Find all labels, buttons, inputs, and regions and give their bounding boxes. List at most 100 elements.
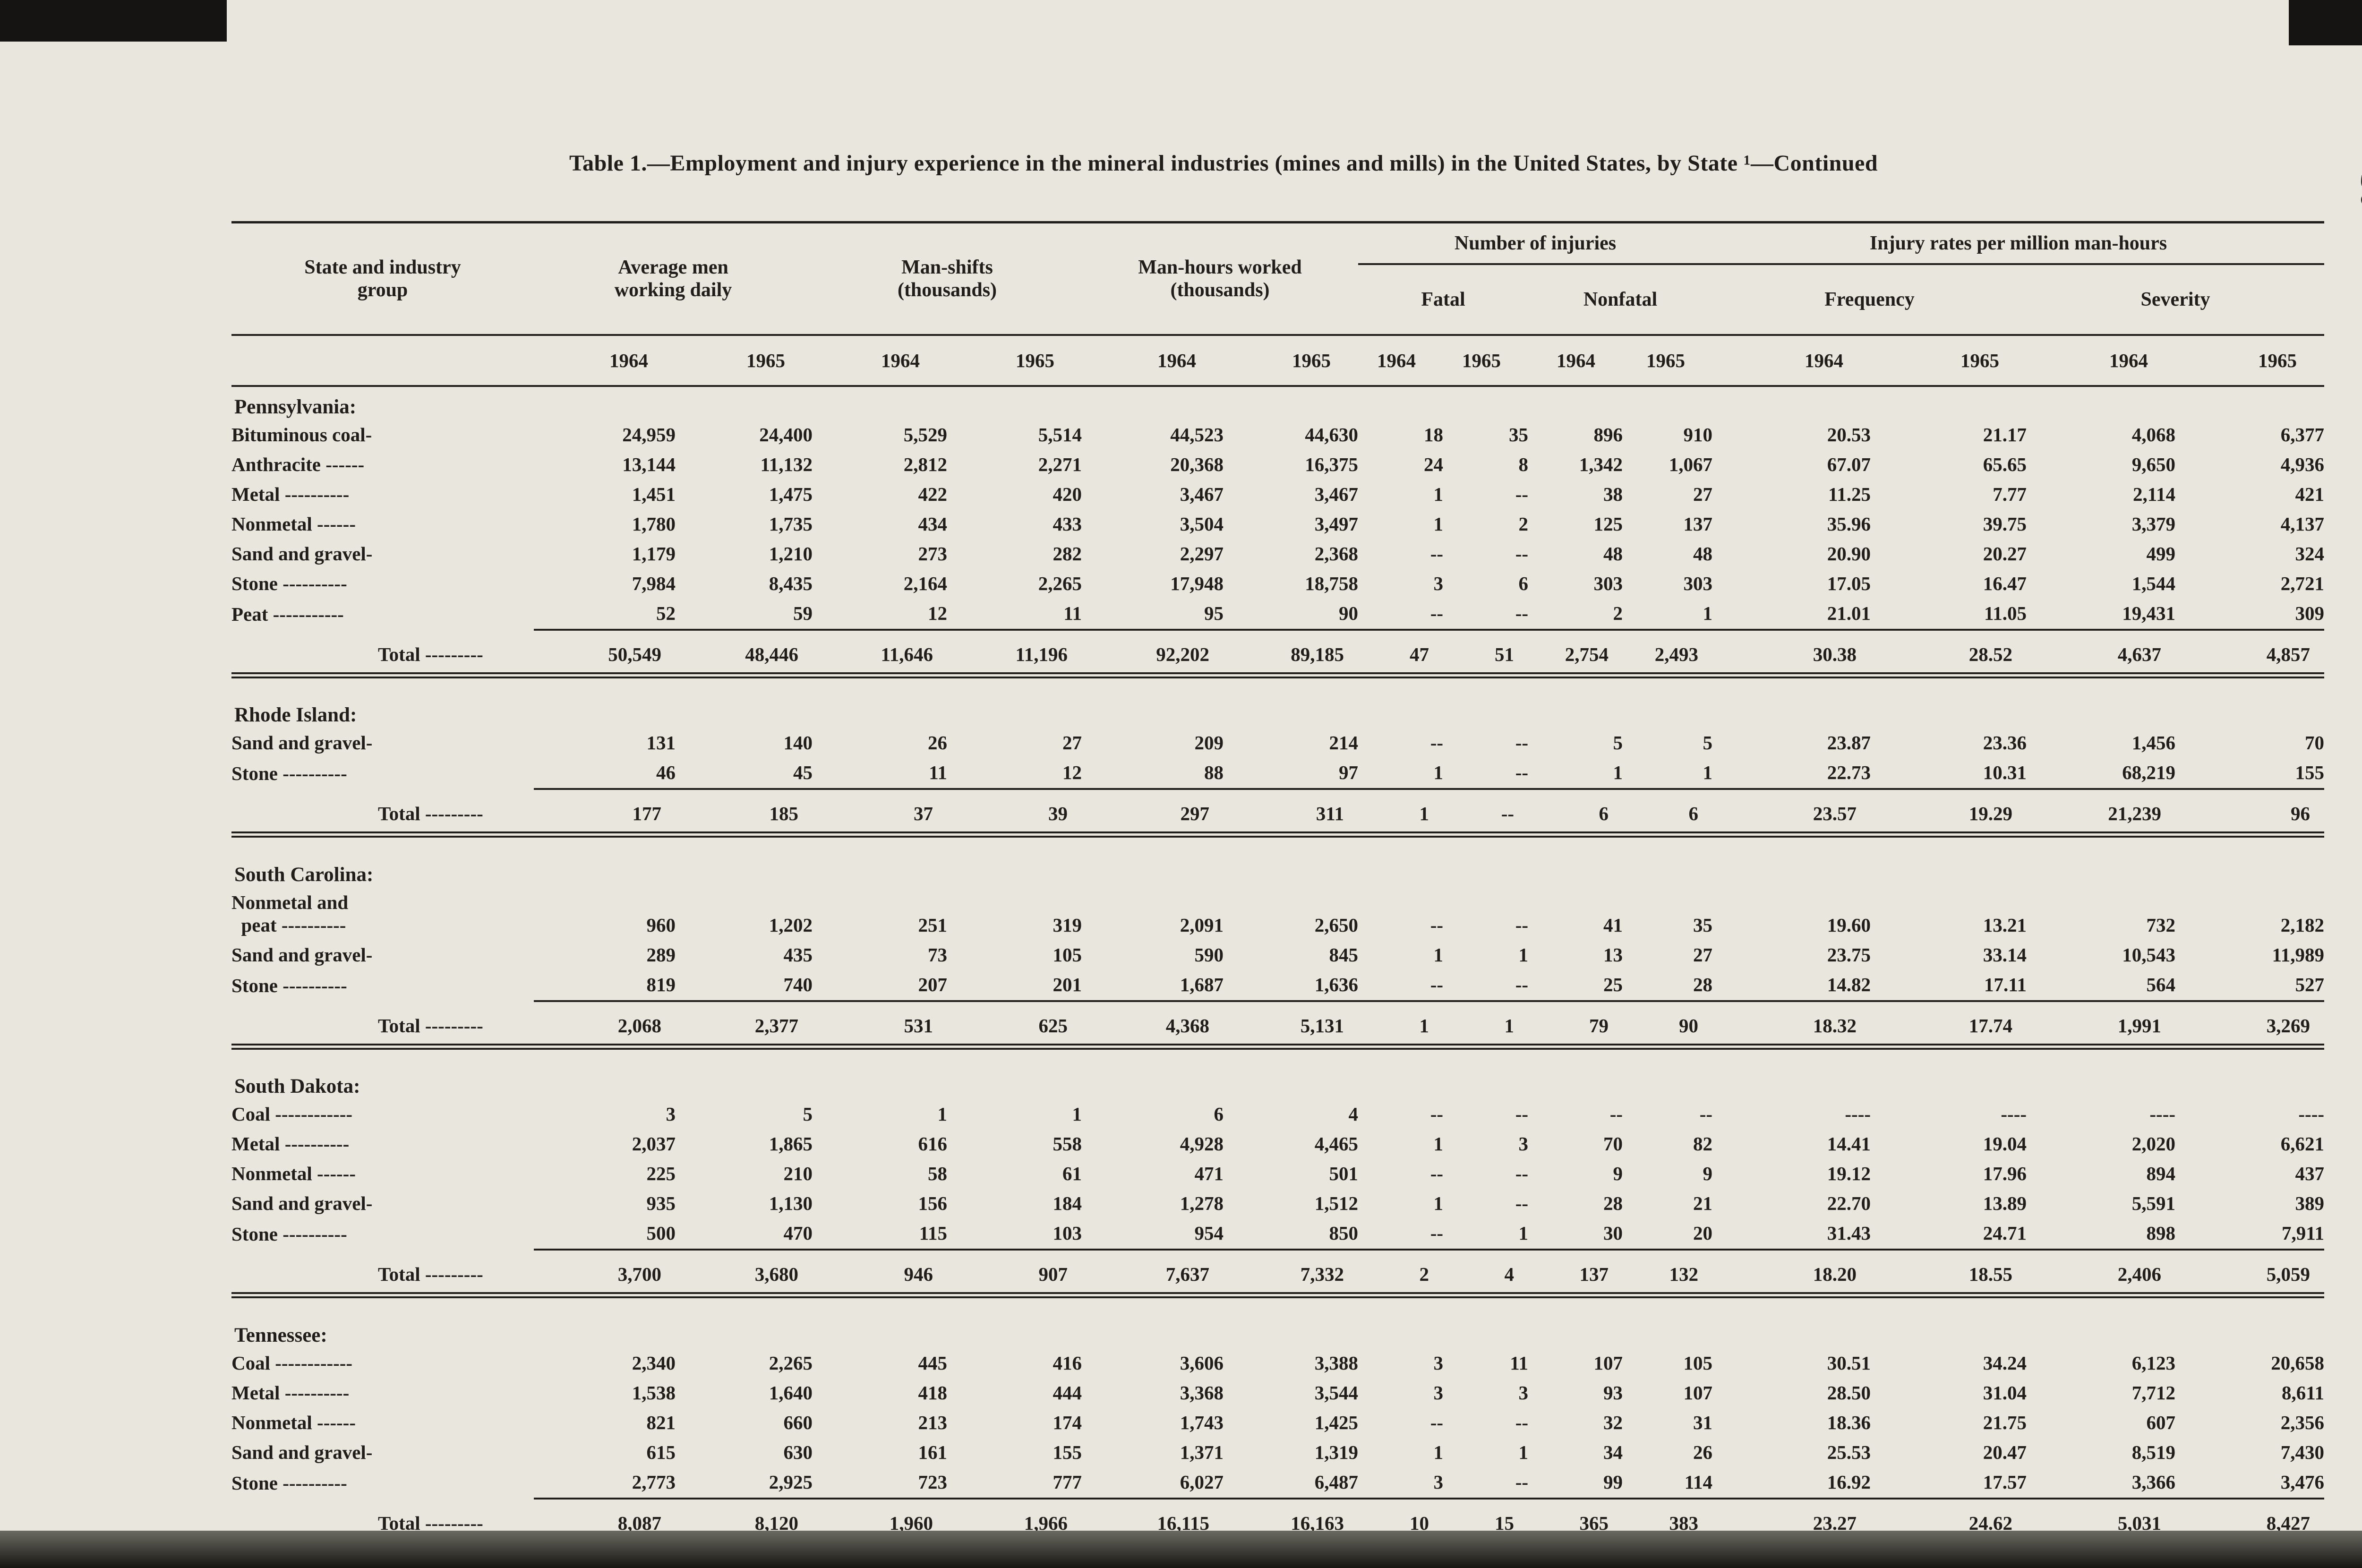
cell: 20.53 — [1827, 423, 1871, 446]
cell: 23.57 — [1712, 788, 1871, 835]
cell: 3,368 — [1180, 1381, 1224, 1404]
cell: 527 — [2295, 973, 2325, 995]
cell: 1,210 — [769, 542, 813, 565]
cell: 44,523 — [1170, 423, 1224, 446]
cell: 7.77 — [1993, 483, 2027, 505]
cell: -- — [1430, 973, 1443, 995]
cell: 107 — [1593, 1352, 1623, 1374]
cell: 11,132 — [760, 453, 813, 475]
cell: 1 — [1433, 1192, 1444, 1214]
cell: 564 — [2146, 973, 2176, 995]
cell: 1 — [1433, 483, 1444, 505]
year-header: 1964 — [1082, 334, 1224, 387]
cell: 18,758 — [1305, 572, 1358, 594]
double-rule — [231, 672, 2325, 695]
cell: 16.92 — [1827, 1471, 1871, 1493]
cell: 6,377 — [2280, 423, 2325, 446]
cell: 303 — [1683, 572, 1713, 594]
cell: 213 — [918, 1411, 948, 1433]
cell: 2,297 — [1180, 542, 1224, 565]
cell: 14.82 — [1827, 973, 1871, 995]
cell: 21,239 — [2027, 788, 2176, 835]
table-row: Anthracite ------ 13,144 11,132 2,812 2,271 2… — [231, 450, 2324, 480]
cell: 96 — [2175, 788, 2325, 835]
cell: 19,431 — [2122, 602, 2176, 624]
cell: 155 — [2295, 762, 2325, 783]
cell: -- — [1430, 602, 1443, 624]
year-row-stub — [231, 334, 534, 387]
cell: 1,179 — [632, 542, 676, 565]
table-row: Nonmetal ------ 821 660 213 174 1,743 1,425 -- -… — [231, 1408, 2324, 1438]
cell: 12 — [928, 602, 947, 624]
cell: 11 — [1063, 602, 1082, 624]
cell: 435 — [783, 943, 813, 966]
cell: 17,948 — [1170, 572, 1224, 594]
table-row: Coal ------------ 3 5 1 1 6 4 -- -- -- -- ---- ---- -… — [231, 1100, 2324, 1130]
cell: 7,332 — [1224, 1249, 1358, 1295]
cell: 47 — [1358, 628, 1443, 675]
state-row: South Dakota: — [231, 1066, 2324, 1100]
cell: 6 — [1528, 788, 1623, 835]
cell: 1,743 — [1180, 1411, 1224, 1433]
cell: 777 — [1053, 1471, 1082, 1493]
cell: 3 — [1518, 1133, 1529, 1155]
cell: ---- — [2298, 1103, 2325, 1125]
cell: 19.04 — [1983, 1133, 2027, 1155]
cell: 2,377 — [676, 1000, 813, 1046]
cell: 309 — [2295, 602, 2325, 624]
cell: 35 — [1509, 423, 1528, 446]
col-header-fatal: Fatal — [1421, 288, 1465, 310]
cell: 5,529 — [903, 423, 947, 446]
cell: 3 — [1433, 1352, 1444, 1374]
total-label: Total --------- — [378, 1263, 483, 1285]
row-label: Peat ----------- — [231, 603, 344, 625]
cell: 2,721 — [2280, 572, 2325, 594]
table-row: Metal ---------- 2,037 1,865 616 558 4,928 4,4… — [231, 1130, 2324, 1159]
cell: 732 — [2146, 914, 2176, 936]
cell: 251 — [918, 914, 948, 936]
cell: 845 — [1329, 943, 1359, 966]
cell: 3,606 — [1180, 1352, 1224, 1374]
cell: 225 — [646, 1163, 676, 1184]
cell: 25.53 — [1827, 1441, 1871, 1463]
double-rule — [231, 1292, 2325, 1315]
cell: 214 — [1329, 732, 1359, 754]
cell: 79 — [1528, 1000, 1623, 1046]
year-header: 1965 — [1224, 334, 1358, 387]
cell: -- — [1430, 1163, 1443, 1184]
cell: 41 — [1603, 914, 1623, 936]
cell: 18.20 — [1712, 1249, 1871, 1295]
cell: 4,368 — [1082, 1000, 1224, 1046]
cell: 20,368 — [1170, 453, 1224, 475]
cell: 3,388 — [1314, 1352, 1358, 1374]
cell: 500 — [646, 1222, 676, 1244]
total-label: Total --------- — [378, 1512, 483, 1534]
cell: 9 — [1703, 1163, 1713, 1184]
cell: 1 — [1443, 1000, 1528, 1046]
section-rule — [231, 831, 2325, 855]
cell: 11,989 — [2272, 943, 2325, 966]
cell: -- — [1515, 1103, 1528, 1125]
state-label: Pennsylvania: — [234, 395, 357, 418]
cell: 1 — [937, 1103, 948, 1125]
year-row: 1964 1965 1964 1965 1964 1965 1964 1965 1964 1965… — [231, 334, 2325, 387]
cell: 24,959 — [622, 423, 676, 446]
state-label: South Dakota: — [234, 1075, 360, 1097]
cell: 20.90 — [1827, 542, 1871, 565]
cell: 8 — [1518, 453, 1529, 475]
cell: 184 — [1053, 1192, 1082, 1214]
cell: 137 — [1683, 513, 1713, 535]
cell: 3 — [1518, 1381, 1529, 1404]
cell: 615 — [646, 1441, 676, 1463]
total-row: Total --------- 50,549 48,446 11,646 11,196 9… — [231, 628, 2325, 675]
cell: 2 — [1358, 1249, 1443, 1295]
cell: 1 — [1358, 788, 1443, 835]
cell: 4,928 — [1180, 1133, 1224, 1155]
cell: 1,130 — [769, 1192, 813, 1214]
table-row: Nonmetal ------ 1,780 1,735 434 433 3,504 3,49… — [231, 510, 2324, 540]
cell: 1,456 — [2131, 732, 2176, 754]
cell: 3,504 — [1180, 513, 1224, 535]
cell: 156 — [918, 1192, 948, 1214]
cell: 68,219 — [2122, 762, 2176, 783]
cell: 1,544 — [2131, 572, 2176, 594]
